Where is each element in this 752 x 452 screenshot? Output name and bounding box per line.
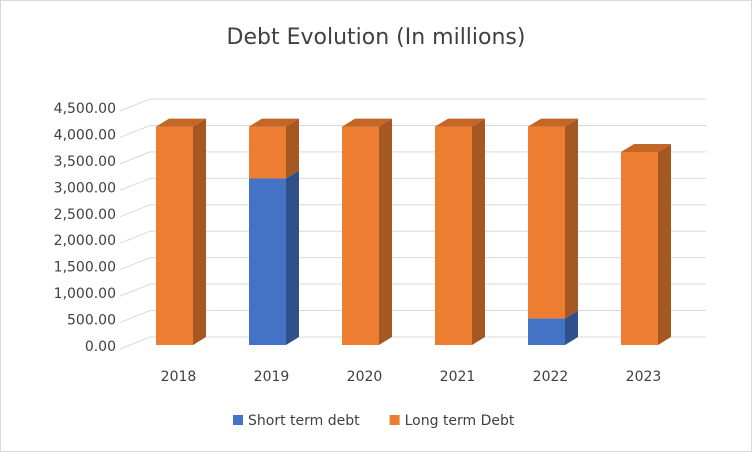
x-tick-label: 2020 (347, 369, 383, 385)
y-tick-label: 4,000.00 (54, 127, 116, 143)
legend-swatch (389, 415, 400, 425)
grid-line (119, 336, 706, 350)
bar-segment (249, 178, 286, 345)
bar-top (249, 118, 299, 127)
grid-line (119, 310, 706, 324)
bar-side (379, 118, 392, 346)
x-tick-label: 2019 (254, 369, 290, 385)
x-tick-label: 2018 (161, 369, 197, 385)
bar-segment (528, 126, 565, 319)
legend-label: Long term Debt (405, 413, 515, 429)
bar-side (193, 118, 206, 346)
bar-segment (621, 151, 658, 345)
grid-line (119, 204, 706, 218)
grid-line (119, 124, 706, 138)
bar-segment (435, 126, 472, 346)
x-tick-label: 2023 (626, 369, 662, 385)
y-tick-label: 1,000.00 (54, 286, 116, 302)
grid-line (119, 98, 706, 112)
y-tick-label: 2,500.00 (54, 207, 116, 223)
y-tick-label: 2,000.00 (54, 233, 116, 249)
bar-side (472, 118, 485, 346)
bar-top (342, 118, 392, 127)
chart-title: Debt Evolution (In millions) (227, 25, 526, 50)
bar-top (621, 143, 671, 152)
bar-top (156, 118, 206, 127)
bar-side (565, 310, 578, 345)
bar-side (286, 118, 299, 179)
legend-label: Short term debt (248, 413, 360, 429)
y-tick-label: 3,000.00 (54, 180, 116, 196)
bar-segment (249, 126, 286, 179)
y-tick-label: 500.00 (67, 313, 116, 329)
bar-side (286, 170, 299, 345)
grid-line (119, 151, 706, 165)
y-tick-label: 0.00 (85, 339, 116, 355)
bar-segment (156, 126, 193, 346)
grid-line (119, 177, 706, 191)
grid-line (119, 257, 706, 271)
bar-segment (342, 126, 379, 346)
bar-side (658, 143, 671, 345)
y-tick-label: 4,500.00 (54, 101, 116, 117)
x-tick-label: 2021 (440, 369, 476, 385)
bar-top (435, 118, 485, 127)
legend-swatch (233, 415, 243, 425)
bar-top (528, 118, 578, 127)
y-tick-label: 3,500.00 (54, 154, 116, 170)
y-tick-label: 1,500.00 (54, 260, 116, 276)
bar-side (565, 118, 578, 319)
grid-line (119, 283, 706, 297)
grid-line (119, 230, 706, 244)
x-tick-label: 2022 (533, 369, 569, 385)
bar-segment (528, 318, 565, 345)
